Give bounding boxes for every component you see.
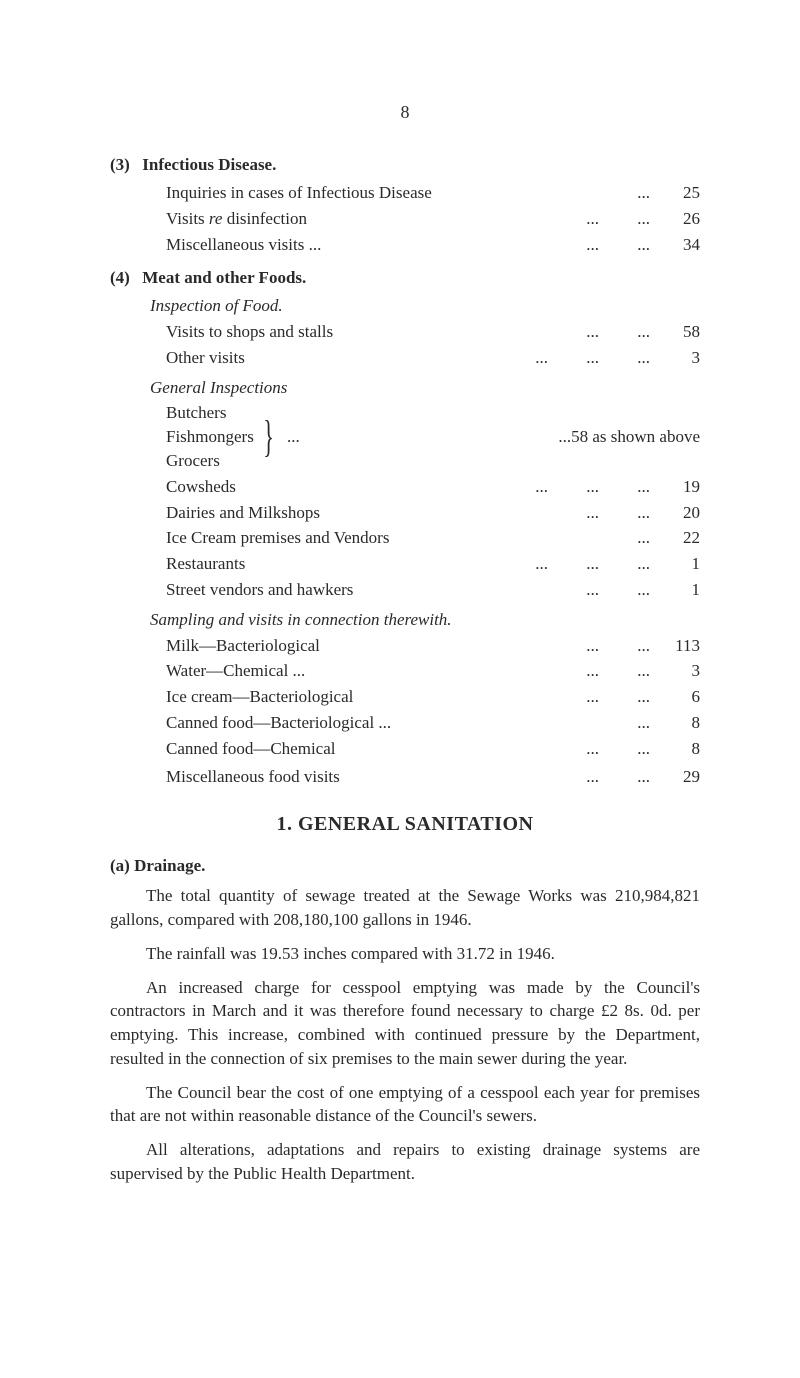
item-label: Milk—Bacteriological [166,634,586,658]
item-label: Visits to shops and stalls [166,320,586,344]
list-item: Milk—Bacteriological... ...113 [110,634,700,658]
subsection-title: Sampling and visits in connection therew… [110,608,700,632]
item-value: 6 [650,685,700,709]
dots: ... [287,425,300,449]
dots: ... [637,711,650,735]
item-value: 20 [650,501,700,525]
page-number: 8 [110,100,700,125]
list-item: Cowsheds... ... ...19 [110,475,700,499]
list-item: Inquiries in cases of Infectious Disease… [110,181,700,205]
section-4-heading: (4) Meat and other Foods. [110,266,700,290]
list-item: Miscellaneous visits ... ... ... 34 [110,233,700,257]
brace-text: ...58 as shown above [558,425,700,449]
section-4-num: (4) [110,266,138,290]
item-value: 19 [650,475,700,499]
item-value: 22 [650,526,700,550]
list-item: Canned food—Bacteriological ......8 [110,711,700,735]
item-value: 3 [650,659,700,683]
drainage-heading: (a) Drainage. [110,854,700,878]
item-value: 1 [650,578,700,602]
item-label: Dairies and Milkshops [166,501,586,525]
item-label: Water—Chemical ... [166,659,586,683]
list-item: Ice cream—Bacteriological... ...6 [110,685,700,709]
item-value: 3 [650,346,700,370]
item-label: Visits re disinfection [166,207,586,231]
brace-icon: } [263,419,274,454]
dots: ... ... [586,233,650,257]
dots: ... [637,526,650,550]
paragraph: The Council bear the cost of one emptyin… [110,1081,700,1129]
item-label: Street vendors and hawkers [166,578,586,602]
list-item: Water—Chemical ...... ...3 [110,659,700,683]
list-item: Visits re disinfection ... ... 26 [110,207,700,231]
item-label: Ice cream—Bacteriological [166,685,586,709]
item-value: 25 [650,181,700,205]
dots: ... ... [586,578,650,602]
paragraph: An increased charge for cesspool emptyin… [110,976,700,1071]
subsection-title: General Inspections [110,376,700,400]
item-label: Cowsheds [166,475,535,499]
item-value: 26 [650,207,700,231]
item-label: Restaurants [166,552,535,576]
item-value: 113 [650,634,700,658]
dots: ... [637,181,650,205]
item-label: Miscellaneous visits ... [166,233,586,257]
paragraph: The total quantity of sewage treated at … [110,884,700,932]
paragraph: The rainfall was 19.53 inches compared w… [110,942,700,966]
section-3-title: Infectious Disease. [142,155,276,174]
dots: ... ... [586,634,650,658]
list-item: Miscellaneous food visits... ...29 [110,765,700,789]
brace-group: Butchers Fishmongers Grocers } ... ...58… [110,401,700,472]
list-item: Other visits ... ... ... 3 [110,346,700,370]
paragraph: All alterations, adaptations and repairs… [110,1138,700,1186]
item-label: Inquiries in cases of Infectious Disease [166,181,637,205]
dots: ... ... [586,320,650,344]
list-item: Street vendors and hawkers... ...1 [110,578,700,602]
dots: ... ... [586,685,650,709]
main-heading: 1. GENERAL SANITATION [110,810,700,838]
section-3-num: (3) [110,153,138,177]
section-4-title: Meat and other Foods. [142,268,306,287]
item-value: 1 [650,552,700,576]
list-item: Dairies and Milkshops... ...20 [110,501,700,525]
item-label: Ice Cream premises and Vendors [166,526,637,550]
item-value: 8 [650,737,700,761]
dots: ... ... [586,501,650,525]
item-label: Canned food—Bacteriological ... [166,711,637,735]
brace-item: Butchers [166,401,254,425]
item-label: Other visits [166,346,535,370]
dots: ... ... ... [535,475,650,499]
item-value: 34 [650,233,700,257]
dots: ... ... [586,737,650,761]
item-value: 8 [650,711,700,735]
dots: ... ... [586,765,650,789]
section-3-heading: (3) Infectious Disease. [110,153,700,177]
list-item: Visits to shops and stalls ... ... 58 [110,320,700,344]
item-value: 29 [650,765,700,789]
dots: ... ... [586,659,650,683]
list-item: Canned food—Chemical... ...8 [110,737,700,761]
dots: ... ... ... [535,552,650,576]
brace-item: Grocers [166,449,254,473]
dots: ... ... [586,207,650,231]
list-item: Restaurants... ... ...1 [110,552,700,576]
list-item: Ice Cream premises and Vendors...22 [110,526,700,550]
item-label: Canned food—Chemical [166,737,586,761]
item-value: 58 [650,320,700,344]
subsection-title: Inspection of Food. [110,294,700,318]
dots: ... ... ... [535,346,650,370]
brace-item: Fishmongers [166,425,254,449]
item-label: Miscellaneous food visits [166,765,586,789]
